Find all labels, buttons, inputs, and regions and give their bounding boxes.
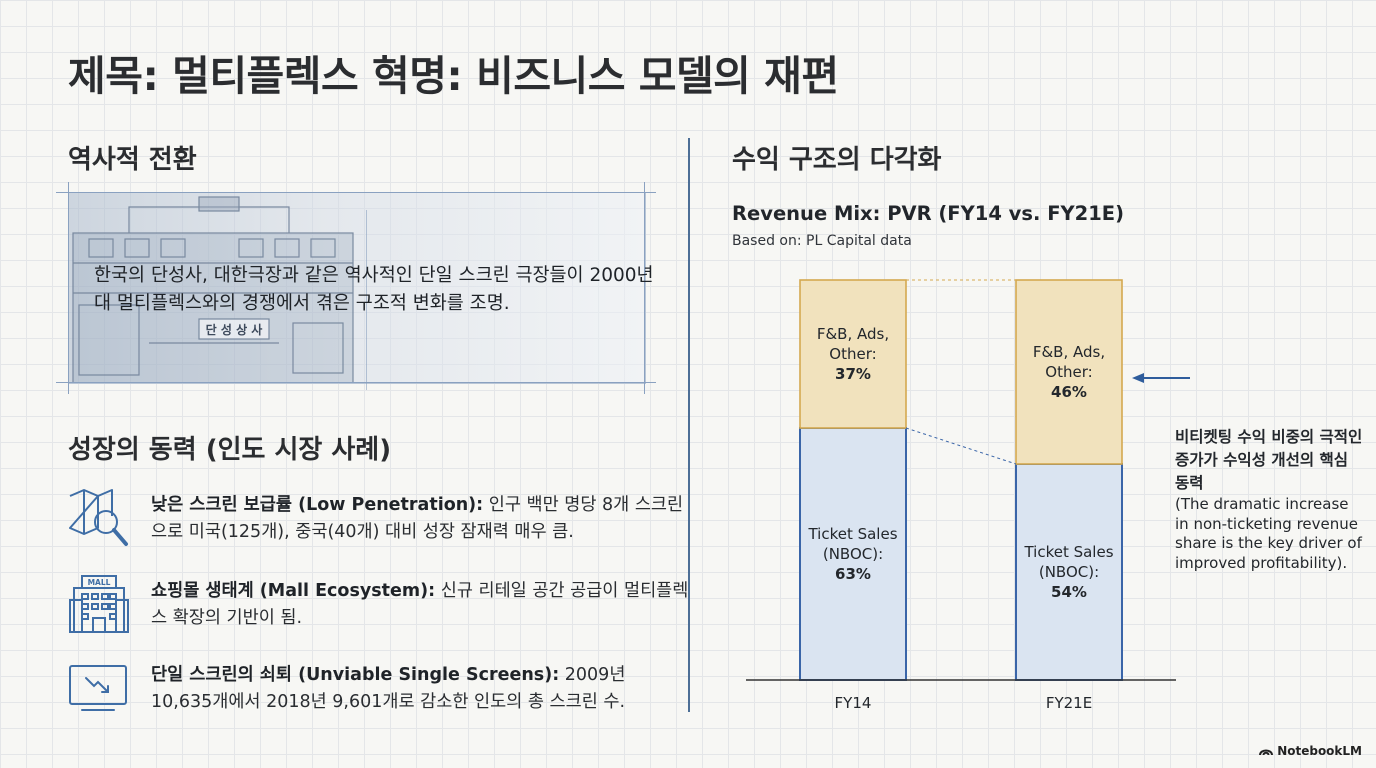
category-label-fy14: FY14 [835, 694, 872, 712]
theater-sign-text: 단 성 상 사 [206, 322, 263, 337]
chart-subtitle: Based on: PL Capital data [732, 233, 912, 249]
theater-building-sketch: 단 성 상 사 [72, 196, 354, 383]
chart-title: Revenue Mix: PVR (FY14 vs. FY21E) [732, 202, 1124, 225]
segment-label-ticket-fy21e: Ticket Sales (NBOC): 54% [1023, 543, 1113, 601]
drivers-heading: 성장의 동력 (인도 시장 사례) [68, 435, 392, 465]
driver-unviable-single-screens: 단일 스크린의 쇠퇴 (Unviable Single Screens): 20… [151, 665, 626, 712]
history-heading: 역사적 전환 [68, 145, 197, 175]
annotation-english-text: (The dramatic increase in non-ticketing … [1175, 495, 1362, 572]
bar-segment-fnb-fy14 [799, 279, 907, 429]
notebooklm-logo-icon [1259, 749, 1274, 756]
segment-label-fnb-fy14: F&B, Ads, Other: 37% [817, 325, 889, 383]
blueprint-guide-line [644, 182, 645, 394]
bar-segment-ticket-fy14 [799, 427, 907, 681]
map-magnifier-icon [69, 489, 128, 546]
brand-logo: NotebookLM [1259, 744, 1362, 758]
segment-label-ticket-fy14: Ticket Sales (NBOC): 63% [807, 525, 897, 583]
mall-building-icon: MALL [69, 575, 129, 633]
connector-line-split [905, 427, 1017, 465]
revenue-heading: 수익 구조의 다각화 [732, 145, 942, 175]
annotation-bold-text: 비티켓팅 수익 비중의 극적인 증가가 수익성 개선의 핵심 동력 [1175, 428, 1363, 492]
brand-name: NotebookLM [1277, 744, 1362, 758]
blueprint-guide-line [68, 182, 69, 394]
blueprint-guide-line [56, 192, 656, 193]
blueprint-guide-line [56, 382, 656, 383]
annotation-arrow-head [1132, 373, 1144, 383]
historic-theater-illustration: 단 성 상 사 [68, 192, 646, 384]
annotation-arrow [1138, 377, 1190, 379]
bar-segment-fnb-fy21e [1015, 279, 1123, 465]
driver-low-penetration: 낮은 스크린 보급률 (Low Penetration): 인구 백만 명당 8… [151, 495, 684, 542]
page-title: 제목: 멀티플렉스 혁명: 비즈니스 모델의 재편 [68, 52, 839, 100]
column-divider [688, 138, 690, 712]
blueprint-guide-line [366, 210, 367, 390]
declining-screen-icon [69, 665, 127, 711]
chart-annotation: 비티켓팅 수익 비중의 극적인 증가가 수익성 개선의 핵심 동력 (The d… [1175, 426, 1365, 573]
driver-mall-ecosystem: 쇼핑몰 생태계 (Mall Ecosystem): 신규 리테일 공간 공급이 … [151, 581, 689, 628]
revenue-mix-chart: Ticket Sales (NBOC): 63% F&B, Ads, Other: 37%… [746, 279, 1190, 712]
history-description: 한국의 단성사, 대한극장과 같은 역사적인 단일 스크린 극장들이 2000년… [94, 265, 654, 314]
mall-sign-text: MALL [88, 578, 111, 587]
bar-segment-ticket-fy21e [1015, 463, 1123, 681]
segment-label-fnb-fy21e: F&B, Ads, Other: 46% [1033, 343, 1105, 401]
category-label-fy21e: FY21E [1046, 694, 1092, 712]
